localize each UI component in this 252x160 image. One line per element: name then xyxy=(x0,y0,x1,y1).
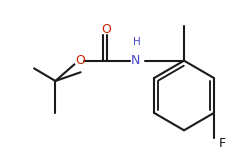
Text: N: N xyxy=(131,54,140,67)
Text: O: O xyxy=(76,54,85,67)
Text: O: O xyxy=(102,23,112,36)
Text: H: H xyxy=(133,37,141,47)
Text: F: F xyxy=(219,137,226,150)
